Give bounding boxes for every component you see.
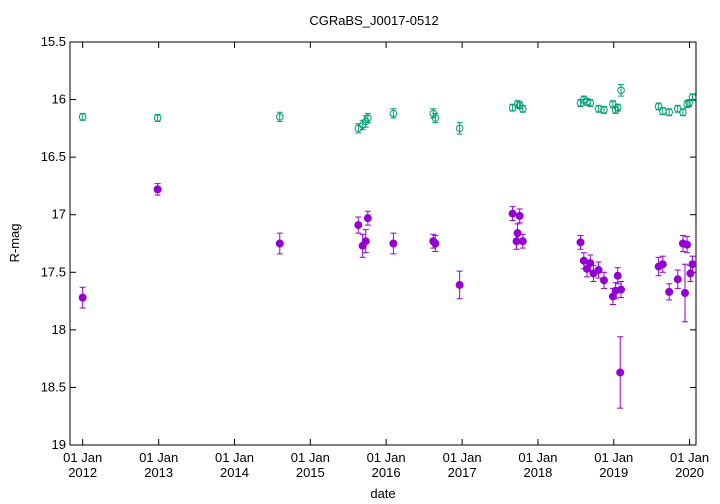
- data-point: [515, 211, 524, 220]
- data-series: [78, 84, 697, 135]
- x-tick-label: 01 Jan: [670, 450, 709, 465]
- series-layer: [78, 84, 697, 409]
- y-tick-label: 15.5: [41, 34, 66, 49]
- y-tick-label: 16: [52, 92, 66, 107]
- data-point: [153, 185, 162, 194]
- data-point: [680, 289, 689, 298]
- data-point: [153, 114, 162, 122]
- data-point: [616, 368, 625, 377]
- data-point: [518, 237, 527, 246]
- data-point: [594, 104, 603, 113]
- data-point: [518, 104, 527, 113]
- data-point: [665, 287, 674, 296]
- chart-title: CGRaBS_J0017-0512: [309, 13, 438, 28]
- data-point: [586, 99, 595, 107]
- x-tick-label-year: 2019: [599, 465, 628, 480]
- x-tick-label: 01 Jan: [443, 450, 482, 465]
- x-tick-label-year: 2015: [296, 465, 325, 480]
- data-point: [654, 102, 663, 111]
- x-tick-label: 01 Jan: [594, 450, 633, 465]
- data-point: [389, 109, 398, 118]
- data-point: [685, 99, 693, 107]
- x-tick-label: 01 Jan: [63, 450, 102, 465]
- x-axis-label: date: [370, 486, 395, 501]
- data-point: [688, 260, 697, 269]
- y-tick-label: 18.5: [41, 379, 66, 394]
- y-axis: 15.5 16 16.5 17 17.5 18 18.5 19: [41, 34, 696, 452]
- x-tick-label-year: 2016: [372, 465, 401, 480]
- x-tick-label: 01 Jan: [215, 450, 254, 465]
- data-point: [683, 240, 692, 249]
- data-point: [361, 237, 370, 246]
- x-tick-label: 01 Jan: [139, 450, 178, 465]
- data-point: [363, 214, 372, 223]
- data-point: [354, 221, 363, 230]
- plot-frame: [69, 41, 697, 446]
- data-point: [431, 114, 440, 122]
- data-point: [78, 113, 87, 121]
- data-point: [673, 275, 682, 284]
- data-point: [679, 108, 687, 117]
- data-point: [613, 103, 622, 112]
- data-point: [275, 113, 284, 121]
- data-point: [658, 260, 667, 269]
- data-point: [594, 265, 603, 274]
- x-tick-label-year: 2014: [220, 465, 249, 480]
- data-point: [617, 285, 626, 294]
- x-tick-label-year: 2018: [523, 465, 552, 480]
- x-tick-label-year: 2012: [68, 465, 97, 480]
- data-point: [389, 239, 398, 248]
- data-point: [576, 238, 585, 247]
- data-point: [665, 108, 674, 117]
- data-point: [586, 259, 595, 268]
- x-tick-label: 01 Jan: [518, 450, 557, 465]
- x-tick-label-year: 2017: [448, 465, 477, 480]
- data-point: [455, 124, 464, 133]
- x-tick-label-year: 2020: [675, 465, 704, 480]
- y-tick-label: 16.5: [41, 149, 66, 164]
- data-series: [78, 183, 697, 409]
- data-point: [431, 239, 440, 248]
- data-point: [78, 293, 87, 302]
- data-point: [275, 239, 284, 248]
- data-point: [600, 106, 608, 114]
- y-tick-label: 17: [52, 207, 66, 222]
- data-point: [613, 271, 622, 280]
- y-tick-label: 19: [52, 437, 66, 452]
- data-point: [508, 209, 517, 218]
- data-point: [364, 114, 372, 122]
- data-point: [611, 106, 620, 114]
- data-point: [455, 280, 464, 289]
- y-tick-label: 17.5: [41, 264, 66, 279]
- x-tick-label: 01 Jan: [291, 450, 330, 465]
- x-tick-label-year: 2013: [144, 465, 173, 480]
- data-point: [599, 276, 608, 285]
- y-axis-label: R-mag: [7, 223, 22, 262]
- y-tick-label: 18: [52, 322, 66, 337]
- data-point: [688, 93, 697, 102]
- data-point: [617, 86, 625, 95]
- data-point: [513, 229, 522, 238]
- x-tick-label: 01 Jan: [367, 450, 406, 465]
